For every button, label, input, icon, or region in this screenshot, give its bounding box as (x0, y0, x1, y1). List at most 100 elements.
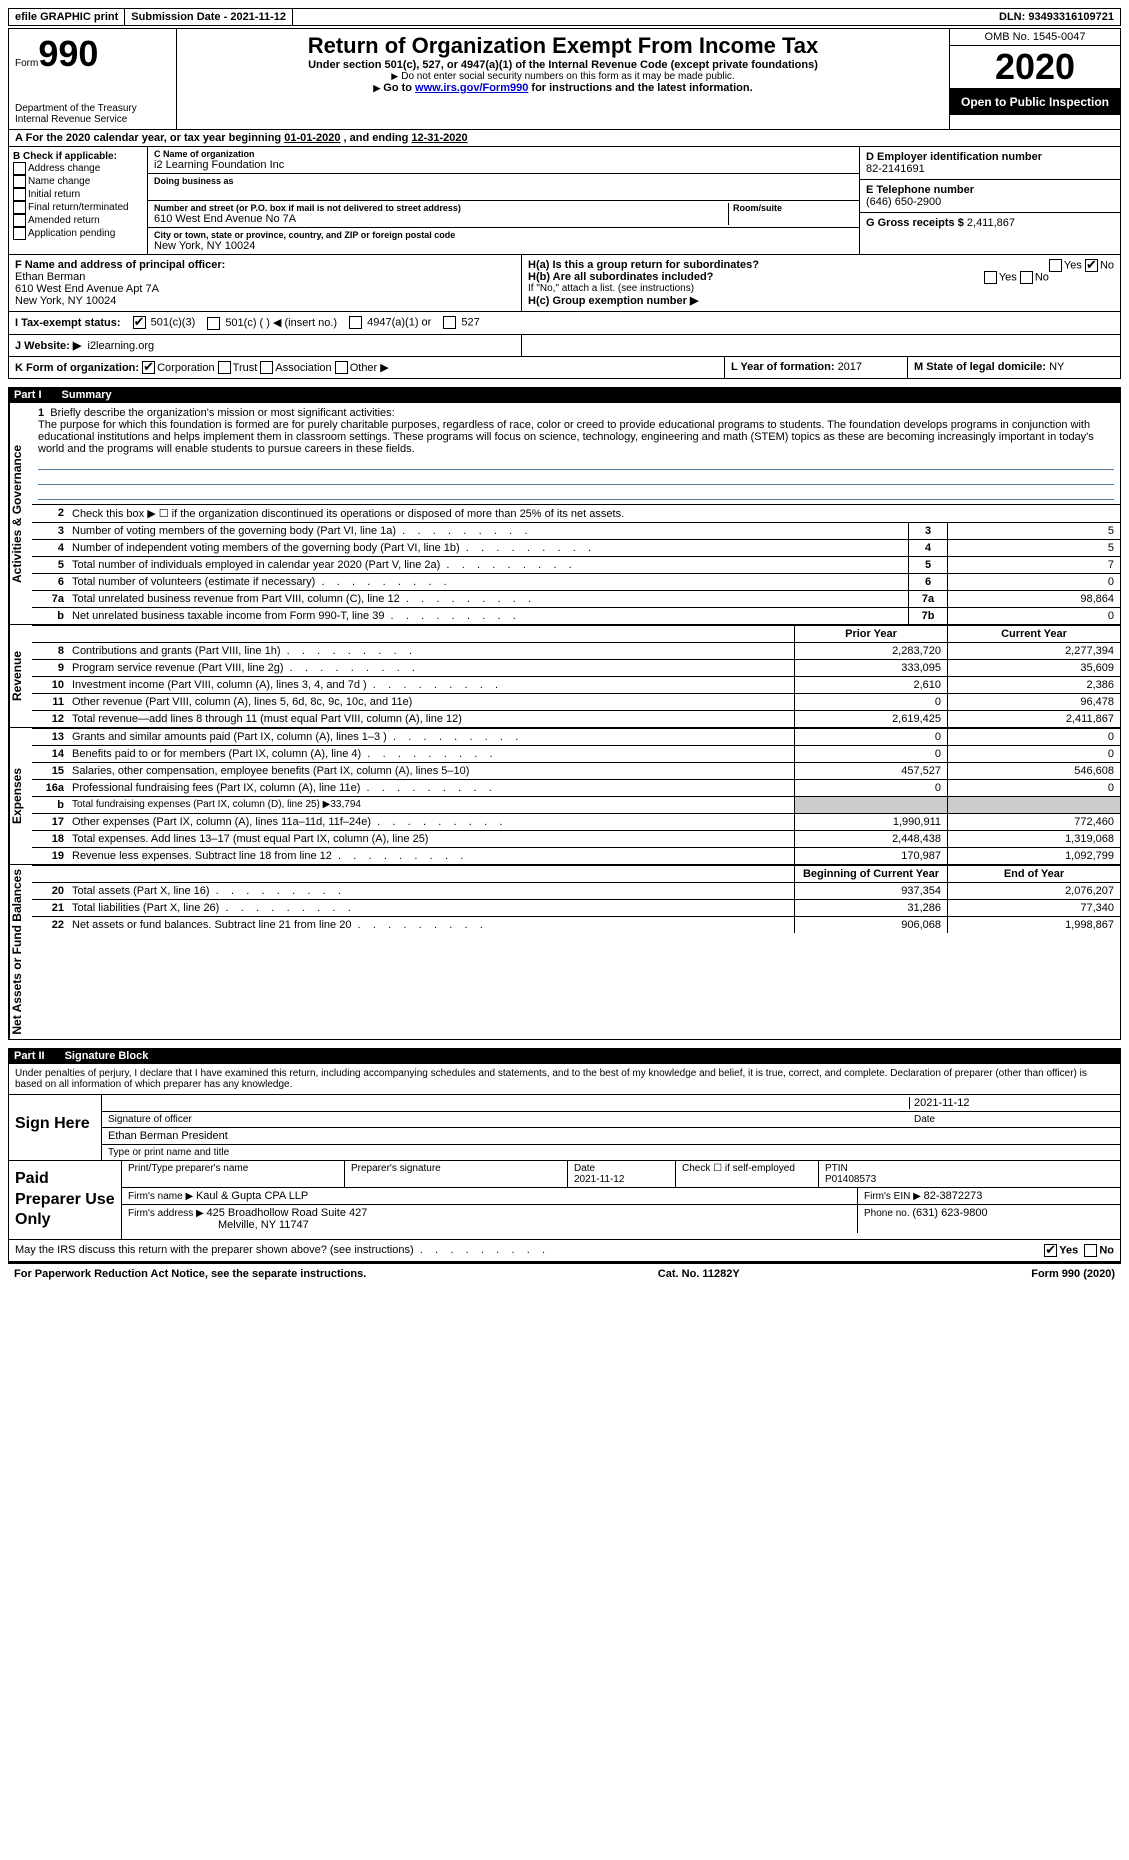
box-f: F Name and address of principal officer:… (9, 255, 522, 311)
l22-p: 906,068 (794, 917, 947, 933)
paid-prep-label: Paid Preparer Use Only (9, 1161, 122, 1239)
i-527[interactable] (443, 316, 456, 329)
l11-p: 0 (794, 694, 947, 710)
ptin: P01408573 (825, 1174, 876, 1185)
irs-link[interactable]: www.irs.gov/Form990 (415, 82, 528, 94)
k-corp[interactable] (142, 361, 155, 374)
website: i2learning.org (87, 340, 154, 352)
summary-netassets: Net Assets or Fund Balances Beginning of… (8, 865, 1121, 1040)
org-name: i2 Learning Foundation Inc (154, 159, 284, 171)
l19-c: 1,092,799 (947, 848, 1120, 864)
row-j: J Website: ▶ i2learning.org (8, 335, 1121, 357)
prep-date: 2021-11-12 (574, 1174, 624, 1185)
firm-name: Kaul & Gupta CPA LLP (196, 1190, 308, 1202)
l8-p: 2,283,720 (794, 643, 947, 659)
row-fh: F Name and address of principal officer:… (8, 255, 1121, 312)
l14-p: 0 (794, 746, 947, 762)
sign-here-label: Sign Here (9, 1095, 102, 1160)
gross-receipts: 2,411,867 (967, 217, 1015, 229)
street: 610 West End Avenue No 7A (154, 213, 296, 225)
side-activities: Activities & Governance (9, 403, 32, 624)
l18-c: 1,319,068 (947, 831, 1120, 847)
l14-c: 0 (947, 746, 1120, 762)
mission: 1 Briefly describe the organization's mi… (32, 403, 1120, 504)
row-k: K Form of organization: Corporation Trus… (8, 357, 1121, 380)
declaration: Under penalties of perjury, I declare th… (8, 1064, 1121, 1095)
efile-label: efile GRAPHIC print (9, 9, 125, 25)
subtitle-2: Do not enter social security numbers on … (183, 71, 943, 82)
l9-p: 333,095 (794, 660, 947, 676)
l9-c: 35,609 (947, 660, 1120, 676)
box-c: C Name of organizationi2 Learning Founda… (148, 147, 860, 254)
year-formation: 2017 (838, 361, 862, 373)
subtitle-3: Go to www.irs.gov/Form990 for instructio… (183, 82, 943, 94)
i-501c3[interactable] (133, 316, 146, 329)
officer-name: Ethan Berman President (108, 1130, 1114, 1142)
sign-here-block: Sign Here 2021-11-12 Signature of office… (8, 1095, 1121, 1161)
l22-c: 1,998,867 (947, 917, 1120, 933)
l10-c: 2,386 (947, 677, 1120, 693)
l20-p: 937,354 (794, 883, 947, 899)
l17-c: 772,460 (947, 814, 1120, 830)
check-address[interactable] (13, 162, 26, 175)
firm-phone: (631) 623-9800 (912, 1207, 987, 1219)
l11-c: 96,478 (947, 694, 1120, 710)
state-domicile: NY (1049, 361, 1064, 373)
l17-p: 1,990,911 (794, 814, 947, 830)
check-pending[interactable] (13, 227, 26, 240)
l8-c: 2,277,394 (947, 643, 1120, 659)
k-trust[interactable] (218, 361, 231, 374)
side-revenue: Revenue (9, 625, 32, 727)
l7b-val: 0 (947, 608, 1120, 624)
l13-p: 0 (794, 729, 947, 745)
summary-expenses: Expenses 13Grants and similar amounts pa… (8, 728, 1121, 865)
firm-addr: 425 Broadhollow Road Suite 427 (207, 1207, 368, 1219)
l6-val: 0 (947, 574, 1120, 590)
form-number: 990 (38, 33, 98, 74)
paid-preparer-block: Paid Preparer Use Only Print/Type prepar… (8, 1161, 1121, 1240)
firm-ein: 82-3872273 (924, 1190, 983, 1202)
check-amended[interactable] (13, 214, 26, 227)
check-initial[interactable] (13, 188, 26, 201)
ha-no[interactable] (1085, 259, 1098, 272)
l16a-c: 0 (947, 780, 1120, 796)
discuss-row: May the IRS discuss this return with the… (8, 1240, 1121, 1262)
l10-p: 2,610 (794, 677, 947, 693)
summary-revenue: Revenue Prior YearCurrent Year 8Contribu… (8, 625, 1121, 728)
side-netassets: Net Assets or Fund Balances (9, 865, 32, 1039)
check-final[interactable] (13, 201, 26, 214)
omb-number: OMB No. 1545-0047 (950, 29, 1120, 46)
k-assoc[interactable] (260, 361, 273, 374)
header-grid: B Check if applicable: Address change Na… (8, 147, 1121, 255)
l20-c: 2,076,207 (947, 883, 1120, 899)
form-header: Form990 Department of the Treasury Inter… (8, 28, 1121, 130)
l13-c: 0 (947, 729, 1120, 745)
row-a: A For the 2020 calendar year, or tax yea… (8, 130, 1121, 147)
l12-p: 2,619,425 (794, 711, 947, 727)
l18-p: 2,448,438 (794, 831, 947, 847)
discuss-yes[interactable] (1044, 1244, 1057, 1257)
hb-yes[interactable] (984, 271, 997, 284)
l15-c: 546,608 (947, 763, 1120, 779)
box-deg: D Employer identification number82-21416… (860, 147, 1120, 254)
i-4947[interactable] (349, 316, 362, 329)
dln: DLN: 93493316109721 (993, 9, 1120, 25)
part2-header: Part IISignature Block (8, 1048, 1121, 1064)
check-name[interactable] (13, 175, 26, 188)
l16a-p: 0 (794, 780, 947, 796)
dept-treasury: Department of the Treasury Internal Reve… (15, 103, 170, 125)
side-expenses: Expenses (9, 728, 32, 864)
tax-year: 2020 (950, 46, 1120, 89)
i-501c[interactable] (207, 317, 220, 330)
ha-yes[interactable] (1049, 259, 1062, 272)
hb-no[interactable] (1020, 271, 1033, 284)
l21-c: 77,340 (947, 900, 1120, 916)
row-i: I Tax-exempt status: 501(c)(3) 501(c) ( … (8, 312, 1121, 335)
footer: For Paperwork Reduction Act Notice, see … (8, 1262, 1121, 1284)
l19-p: 170,987 (794, 848, 947, 864)
form-title: Return of Organization Exempt From Incom… (183, 33, 943, 59)
part1-header: Part ISummary (8, 387, 1121, 403)
k-other[interactable] (335, 361, 348, 374)
l4-val: 5 (947, 540, 1120, 556)
discuss-no[interactable] (1084, 1244, 1097, 1257)
